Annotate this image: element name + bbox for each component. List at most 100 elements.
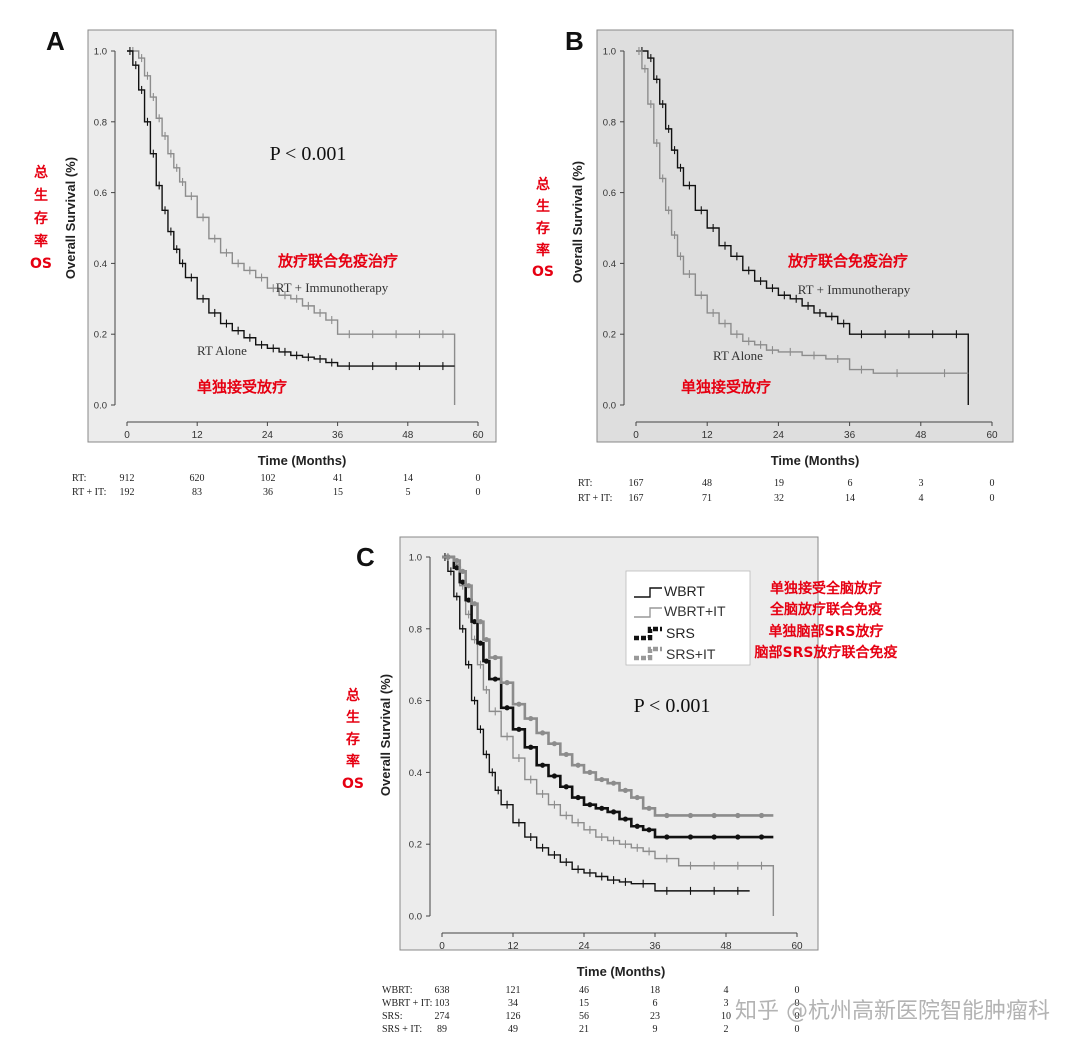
risk-row-label: WBRT: <box>382 985 413 996</box>
panel-a-ylabel-cn: 总 生 存 率 OS <box>30 164 52 272</box>
censor-mark <box>466 597 472 603</box>
risk-count: 274 <box>435 1011 450 1022</box>
panel-b-x-axis: 0 12 24 36 48 60 <box>633 421 998 441</box>
panel-c-ylabel-cn: 总 生 存 率 OS <box>342 687 364 792</box>
x-tick-label: 60 <box>986 430 998 441</box>
y-tick-label: 1.0 <box>94 47 107 58</box>
y-tick-label: 1.0 <box>603 47 616 58</box>
risk-count: 71 <box>702 493 712 504</box>
risk-row-label: RT + IT: <box>578 493 612 504</box>
risk-count: 15 <box>333 487 343 498</box>
legend-label-srs: SRS <box>666 625 695 641</box>
censor-mark <box>454 565 460 571</box>
risk-count: 89 <box>437 1024 447 1035</box>
x-tick-label: 60 <box>791 941 803 952</box>
risk-count: 46 <box>579 985 589 996</box>
risk-row-label: RT: <box>72 473 86 484</box>
panel-a-label-rt-it-cn: 放疗联合免疫治疗 <box>277 252 398 270</box>
ylabel-cn-char: 生 <box>536 198 550 215</box>
legend-swatch-wbrt-it <box>634 607 662 618</box>
panel-b-label-rt-alone-cn: 单独接受放疗 <box>681 378 771 396</box>
risk-count: 0 <box>795 1011 800 1022</box>
censor-mark <box>477 640 484 646</box>
legend-label-wbrt-it: WBRT+IT <box>664 603 726 619</box>
censor-mark <box>483 636 489 643</box>
risk-count: 14 <box>845 493 855 504</box>
risk-count: 192 <box>120 487 135 498</box>
risk-count: 4 <box>919 493 924 504</box>
risk-count: 15 <box>579 998 589 1009</box>
ylabel-cn-char: 率 <box>346 753 360 770</box>
censor-mark <box>539 762 546 768</box>
panel-b-ylabel-cn: 总 生 存 率 OS <box>532 176 554 280</box>
panel-b-ylabel: Overall Survival (%) <box>570 161 585 283</box>
censor-mark <box>646 805 652 811</box>
censor-mark <box>471 619 478 625</box>
legend-cn-srs-it: 脑部SRS放疗联合免疫 <box>755 644 898 661</box>
censor-mark <box>516 701 522 707</box>
panel-a-y-axis: 0.0 0.2 0.4 0.6 0.8 1.0 <box>94 47 116 412</box>
y-tick-label: 0.8 <box>409 624 422 635</box>
panel-b-xlabel: Time (Months) <box>771 453 860 468</box>
risk-count: 21 <box>579 1024 589 1035</box>
risk-count: 10 <box>721 1011 731 1022</box>
censor-mark <box>634 794 640 801</box>
risk-count: 620 <box>190 473 205 484</box>
y-tick-label: 0.6 <box>94 188 107 199</box>
y-tick-label: 0.6 <box>409 696 422 707</box>
ylabel-cn-char: 总 <box>536 176 550 193</box>
censor-mark <box>587 769 593 776</box>
y-tick-label: 0.4 <box>603 259 616 270</box>
risk-count: 0 <box>990 478 995 489</box>
risk-row-label: SRS + IT: <box>382 1024 422 1035</box>
y-tick-label: 0.8 <box>603 117 616 128</box>
censor-mark <box>551 741 558 747</box>
panel-b-letter: B <box>565 26 584 56</box>
censor-mark <box>687 834 694 840</box>
censor-mark <box>634 823 640 829</box>
censor-mark <box>471 601 478 607</box>
legend-cn-wbrt-it: 全脑放疗联合免疫 <box>769 601 882 618</box>
censor-mark <box>528 715 534 722</box>
risk-count: 18 <box>650 985 660 996</box>
x-tick-label: 12 <box>702 430 714 441</box>
curve-wbrt <box>442 556 750 892</box>
risk-count: 0 <box>476 487 481 498</box>
y-tick-label: 0.0 <box>94 401 107 412</box>
risk-count: 167 <box>629 478 644 489</box>
x-tick-label: 36 <box>332 430 344 441</box>
censor-mark <box>711 834 717 840</box>
risk-count: 2 <box>724 1024 729 1035</box>
censor-mark <box>454 557 460 564</box>
censor-mark <box>599 805 605 811</box>
ylabel-cn-char: 总 <box>346 687 360 704</box>
x-tick-label: 48 <box>915 430 927 441</box>
panel-a-risk-table: RT: 912 620 102 41 14 0 RT + IT: 192 83 36 15 5 0 <box>72 473 481 498</box>
risk-count: 126 <box>506 1011 521 1022</box>
risk-count: 102 <box>261 473 276 484</box>
panel-c-y-axis: 0.0 0.2 0.4 0.6 0.8 1.0 <box>409 553 431 923</box>
panel-b-label-rt-it-cn: 放疗联合免疫治疗 <box>787 252 908 270</box>
risk-row-label: WBRT + IT: <box>382 998 432 1009</box>
curve-srs <box>442 555 774 839</box>
censor-mark <box>460 568 466 574</box>
legend-box <box>625 570 751 666</box>
x-tick-label: 48 <box>720 941 732 952</box>
risk-row-label: RT: <box>578 478 592 489</box>
x-tick-label: 0 <box>633 430 639 441</box>
panel-b: B 0.00.20.40.60.81.0 0 12 24 36 48 60 Overall… <box>532 26 1014 504</box>
y-tick-label: 0.0 <box>603 401 616 412</box>
censor-mark <box>460 579 466 585</box>
censor-mark <box>528 744 534 750</box>
legend-label-wbrt: WBRT <box>664 583 705 599</box>
legend-swatch-wbrt <box>634 587 662 598</box>
panel-c-legend: WBRT WBRT+IT SRS SRS+IT <box>625 570 751 666</box>
censor-mark <box>687 812 694 819</box>
censor-mark <box>483 658 489 664</box>
risk-count: 41 <box>333 473 343 484</box>
risk-count: 3 <box>919 478 924 489</box>
y-tick-label: 0.2 <box>603 330 616 341</box>
risk-count: 19 <box>774 478 784 489</box>
censor-mark <box>646 827 652 833</box>
